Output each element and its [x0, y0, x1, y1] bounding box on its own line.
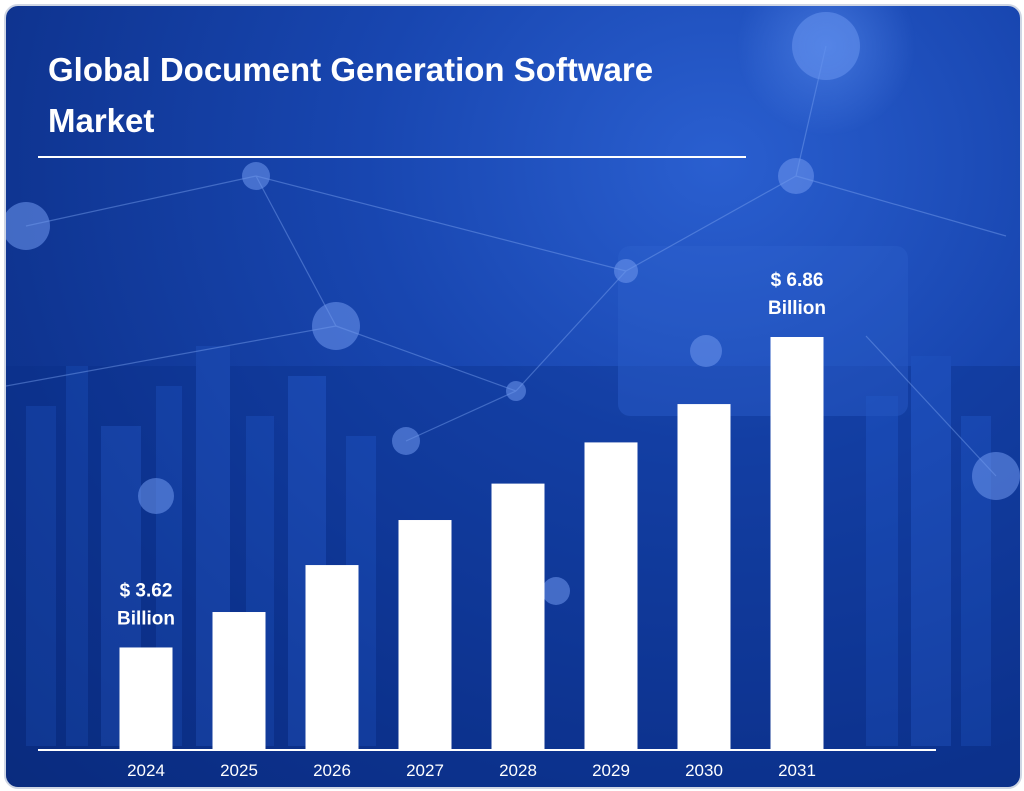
bar-2030 [677, 404, 731, 750]
light-glow [736, 6, 916, 136]
data-label-value-2031: $ 6.86 [771, 270, 824, 291]
bar-2031 [770, 337, 824, 750]
bar-2027 [398, 520, 452, 750]
x-tick-2030: 2030 [685, 761, 723, 780]
data-label-unit-2024: Billion [117, 608, 175, 629]
bar-2025 [212, 612, 266, 750]
chart-canvas: Global Document Generation Software Mark… [6, 6, 1020, 787]
bar-2028 [491, 483, 545, 750]
x-tick-2028: 2028 [499, 761, 537, 780]
x-axis-ticks: 2024 2025 2026 2027 2028 2029 2030 2031 [127, 761, 816, 780]
bar-2024 [119, 647, 173, 750]
bar-2026 [305, 565, 359, 750]
data-labels: $ 3.62 Billion $ 6.86 Billion [117, 270, 826, 629]
chart-title-line-2: Market [48, 102, 154, 139]
chart-title-line-1: Global Document Generation Software [48, 51, 653, 88]
x-tick-2027: 2027 [406, 761, 444, 780]
x-tick-2029: 2029 [592, 761, 630, 780]
x-tick-2031: 2031 [778, 761, 816, 780]
chart-panel: Global Document Generation Software Mark… [4, 4, 1022, 789]
x-tick-2025: 2025 [220, 761, 258, 780]
bar-series [119, 337, 824, 750]
bar-2029 [584, 442, 638, 750]
data-label-unit-2031: Billion [768, 298, 826, 319]
data-label-value-2024: $ 3.62 [120, 580, 173, 601]
x-tick-2024: 2024 [127, 761, 165, 780]
x-tick-2026: 2026 [313, 761, 351, 780]
